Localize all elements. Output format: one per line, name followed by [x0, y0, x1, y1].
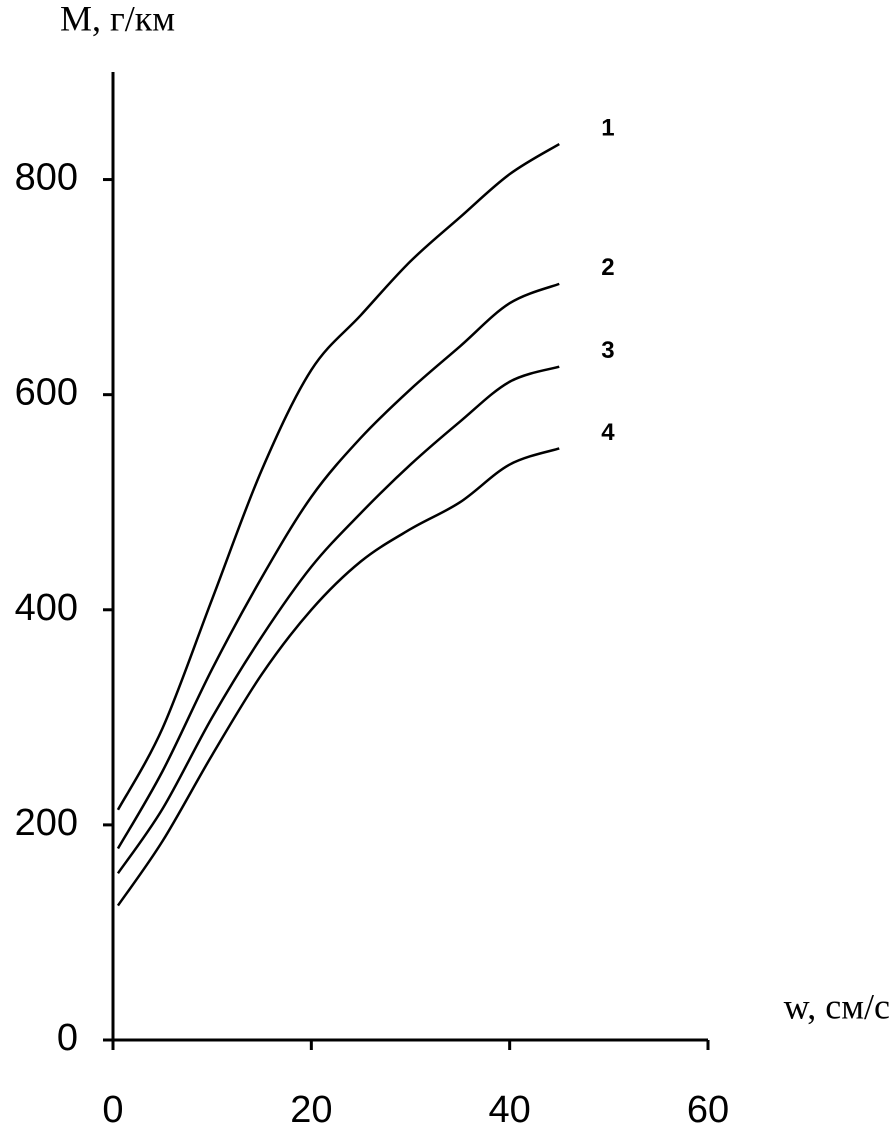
y-axis-title: M, г/км [60, 0, 175, 38]
x-tick-label: 0 [102, 1089, 123, 1131]
x-axis-title: w, см/с [784, 986, 890, 1026]
y-tick-label: 0 [57, 1017, 78, 1059]
x-tick-label: 60 [687, 1089, 729, 1131]
y-tick-label: 800 [15, 157, 78, 199]
series-line [116, 447, 560, 907]
y-tick-label: 400 [15, 587, 78, 629]
series-line [116, 365, 560, 875]
series-label: 3 [601, 337, 614, 364]
series-label: 1 [601, 114, 614, 141]
y-tick-label: 200 [15, 802, 78, 844]
series-line [116, 282, 560, 850]
series-line [116, 142, 560, 811]
y-tick-label: 600 [15, 372, 78, 414]
x-tick-label: 40 [489, 1089, 531, 1131]
series-label: 2 [601, 254, 614, 281]
series-label: 4 [601, 419, 615, 446]
x-tick-label: 20 [290, 1089, 332, 1131]
